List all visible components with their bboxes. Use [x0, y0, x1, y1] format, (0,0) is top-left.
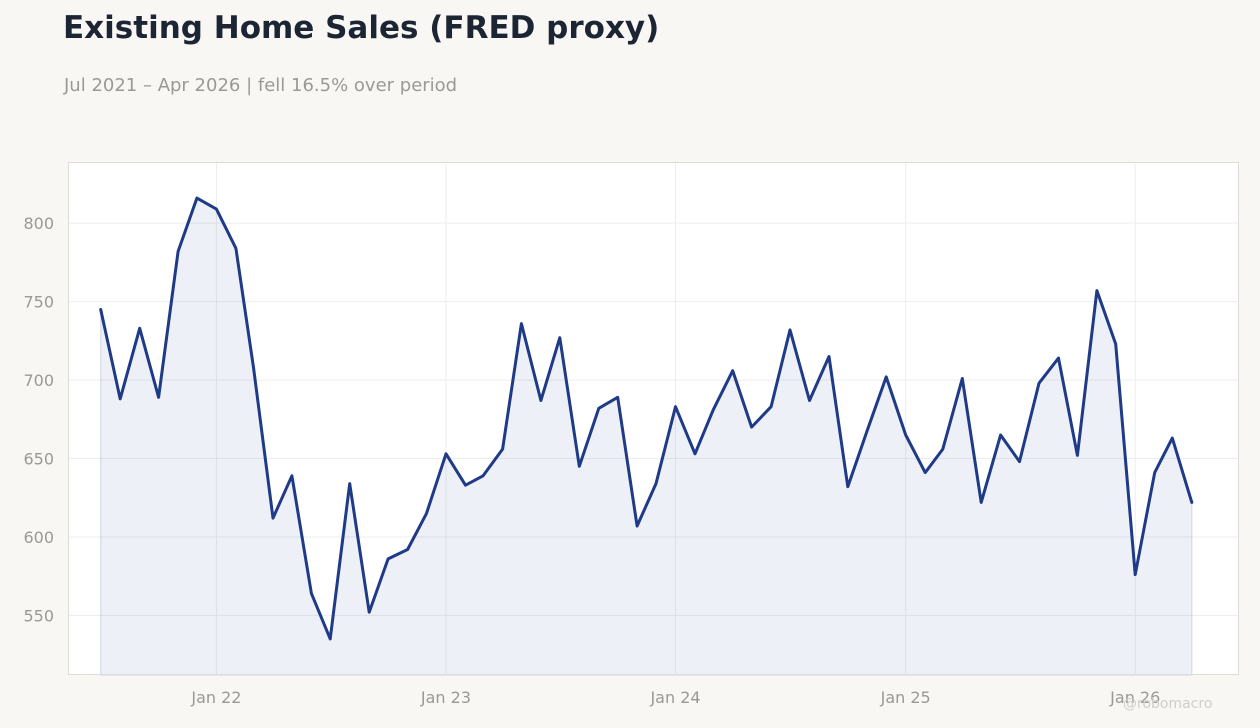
y-tick-label: 650 — [23, 450, 54, 469]
data-point — [290, 474, 294, 478]
plot-background — [68, 162, 1239, 675]
data-point — [788, 328, 792, 332]
data-point — [118, 397, 122, 401]
data-point — [1114, 342, 1118, 346]
data-point — [808, 399, 812, 403]
y-tick-label: 550 — [23, 606, 54, 625]
data-point — [711, 408, 715, 412]
data-point — [519, 322, 523, 326]
y-tick-label: 700 — [23, 371, 54, 390]
y-tick-label: 750 — [23, 293, 54, 312]
y-tick-label: 600 — [23, 528, 54, 547]
data-point — [1075, 453, 1079, 457]
data-point — [539, 399, 543, 403]
data-point — [731, 369, 735, 373]
data-point — [616, 395, 620, 399]
data-point — [1133, 573, 1137, 577]
data-point — [979, 500, 983, 504]
data-point — [1018, 460, 1022, 464]
data-point — [597, 406, 601, 410]
data-point — [1095, 289, 1099, 293]
plot-frame — [68, 162, 1239, 675]
data-point — [635, 524, 639, 528]
y-tick-label: 800 — [23, 214, 54, 233]
data-point — [271, 516, 275, 520]
x-tick-label: Jan 23 — [420, 688, 471, 707]
data-point — [195, 196, 199, 200]
data-point — [846, 485, 850, 489]
x-tick-label: Jan 25 — [880, 688, 931, 707]
data-point — [941, 447, 945, 451]
data-point — [769, 405, 773, 409]
x-tick-label: Jan 24 — [649, 688, 700, 707]
data-point — [252, 366, 256, 370]
data-point — [328, 637, 332, 641]
data-point — [1170, 436, 1174, 440]
data-point — [865, 428, 869, 432]
data-point — [999, 433, 1003, 437]
data-point — [923, 471, 927, 475]
data-point — [501, 447, 505, 451]
data-point — [309, 591, 313, 595]
data-point — [674, 405, 678, 409]
data-point — [348, 482, 352, 486]
data-point — [827, 355, 831, 359]
data-point — [481, 474, 485, 478]
data-point — [234, 246, 238, 250]
data-point — [904, 433, 908, 437]
data-point — [214, 207, 218, 211]
data-point — [176, 249, 180, 253]
chart-subtitle: Jul 2021 – Apr 2026 | fell 16.5% over pe… — [64, 75, 458, 96]
data-point — [425, 511, 429, 515]
chart-title: Existing Home Sales (FRED proxy) — [63, 10, 660, 46]
data-point — [558, 336, 562, 340]
x-tick-label: Jan 26 — [1109, 688, 1160, 707]
data-point — [960, 377, 964, 381]
data-point — [386, 557, 390, 561]
data-point — [157, 395, 161, 399]
data-point — [1037, 381, 1041, 385]
data-point — [1057, 356, 1061, 360]
data-point — [138, 326, 142, 330]
watermark: @robomacro — [1123, 696, 1213, 712]
data-point — [577, 464, 581, 468]
data-point — [464, 483, 468, 487]
data-point — [1153, 471, 1157, 475]
data-point — [367, 610, 371, 614]
data-point — [1190, 500, 1194, 504]
data-point — [654, 482, 658, 486]
data-point — [406, 548, 410, 552]
data-point — [444, 452, 448, 456]
x-tick-label: Jan 22 — [190, 688, 241, 707]
data-point — [750, 425, 754, 429]
data-point — [693, 452, 697, 456]
data-point — [884, 375, 888, 379]
series-line — [99, 196, 1194, 641]
data-point — [99, 308, 103, 312]
